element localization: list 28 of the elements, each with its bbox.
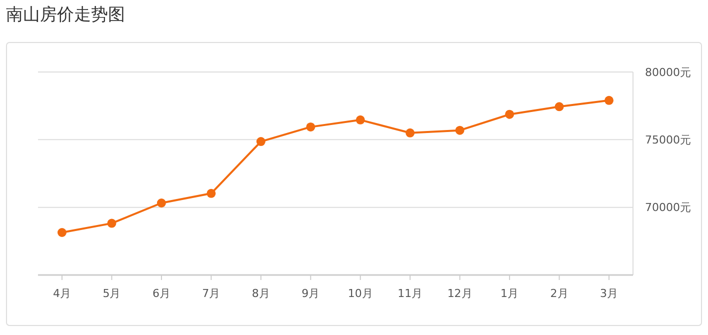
x-tick-label: 4月 (53, 287, 71, 300)
x-tick-label: 12月 (447, 287, 472, 300)
point (206, 188, 216, 198)
point (406, 128, 415, 138)
x-tick-label: 10月 (348, 287, 373, 300)
point (107, 218, 116, 228)
point (356, 115, 365, 124)
y-tick-label: 75000元 (645, 134, 691, 147)
x-tick-label: 9月 (302, 287, 320, 300)
x-tick-label: 7月 (202, 287, 220, 300)
point (156, 198, 166, 208)
point (58, 228, 66, 238)
x-tick-label: 5月 (102, 287, 121, 300)
point (455, 126, 464, 135)
point (306, 122, 316, 132)
x-tick-label: 8月 (252, 287, 270, 300)
chart-title: 南山房价走势图 (6, 5, 125, 25)
point (604, 96, 614, 105)
point (554, 102, 564, 112)
x-tick-label: 3月 (600, 287, 618, 300)
x-tick-label: 11月 (398, 287, 423, 300)
y-tick-label: 70000元 (645, 201, 691, 214)
y-tick-label: 80000元 (645, 66, 691, 79)
point (505, 110, 514, 119)
point (256, 137, 266, 146)
x-tick-label: 2月 (550, 287, 568, 300)
x-tick-label: 1月 (500, 287, 519, 300)
x-tick-label: 6月 (152, 287, 170, 300)
